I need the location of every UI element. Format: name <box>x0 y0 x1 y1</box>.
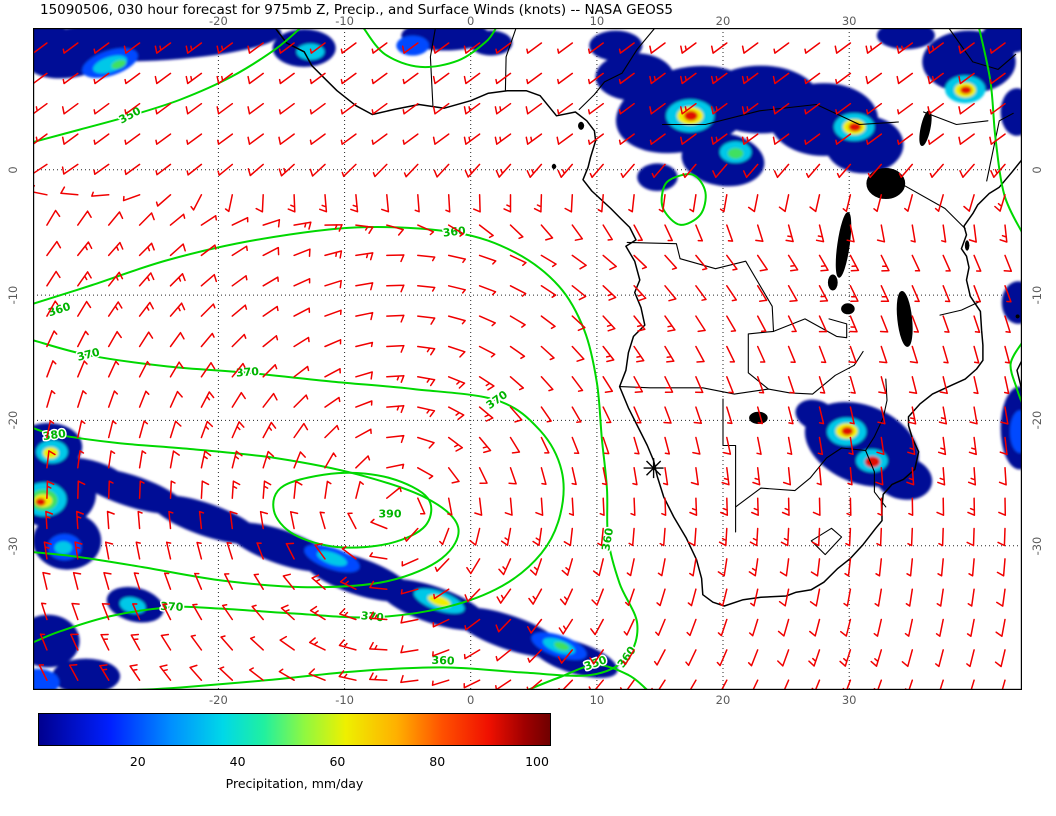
contour-label: 370 <box>360 609 385 624</box>
height-contour-350 <box>660 173 707 226</box>
colorbar-tick: 20 <box>129 754 146 769</box>
height-contour-380 <box>33 427 460 589</box>
y-axis-tick-left: -20 <box>6 411 20 430</box>
island <box>551 163 557 170</box>
country-border <box>772 318 848 339</box>
x-axis-tick-top: 0 <box>467 14 475 28</box>
height-contour-370 <box>33 339 565 644</box>
x-axis-tick-bottom: 10 <box>589 693 605 707</box>
height-contour-350 <box>527 663 648 690</box>
contour-label: 360 <box>615 644 639 671</box>
colorbar <box>38 713 551 746</box>
x-axis-tick-bottom: 20 <box>715 693 731 707</box>
height-contour-350 <box>1009 342 1022 404</box>
x-axis-tick-top: 10 <box>589 14 605 28</box>
country-border <box>986 112 1014 182</box>
x-axis-tick-top: -10 <box>335 14 354 28</box>
lake <box>827 274 838 291</box>
country-border <box>578 28 656 111</box>
y-axis-tick-left: -10 <box>6 285 20 305</box>
plot-title: 15090506, 030 hour forecast for 975mb Z,… <box>40 2 673 18</box>
colorbar-tick: 80 <box>429 754 446 769</box>
contour-label: 360 <box>442 224 467 239</box>
x-axis-tick-top: 20 <box>715 14 731 28</box>
y-axis-tick-left: -30 <box>6 536 20 556</box>
x-axis-tick-top: -20 <box>208 14 228 28</box>
africa-coastline <box>274 28 1022 607</box>
precipitation-layer <box>33 28 1022 690</box>
country-border <box>504 28 517 92</box>
x-axis-tick-bottom: 30 <box>841 693 857 707</box>
contour-label: 370 <box>76 346 102 364</box>
height-contour-350 <box>362 28 497 69</box>
y-axis-tick-left: 0 <box>6 166 20 174</box>
lake <box>749 411 768 424</box>
height-contour-360 <box>33 226 639 690</box>
height-contour-350 <box>978 28 1022 233</box>
contour-label: 360 <box>431 654 455 668</box>
island <box>578 121 585 130</box>
x-axis-tick-bottom: 0 <box>467 693 475 707</box>
geography-layer <box>274 28 1022 607</box>
asterisk-marker <box>643 458 664 479</box>
height-contour-390 <box>272 471 433 549</box>
country-border <box>897 181 966 230</box>
colorbar-tick: 100 <box>525 754 549 769</box>
contour-label: 390 <box>379 508 402 521</box>
contour-label: 350 <box>117 104 144 126</box>
colorbar-tick: 40 <box>229 754 246 769</box>
map-frame <box>33 28 1022 690</box>
country-border <box>923 111 989 126</box>
y-axis-tick-right: -10 <box>1030 285 1044 305</box>
country-border <box>810 527 843 556</box>
x-axis-tick-bottom: -20 <box>208 693 228 707</box>
colorbar-gradient <box>39 714 550 745</box>
wind-barbs-layer <box>33 42 1013 690</box>
country-border <box>948 28 1017 70</box>
contour-label: 370 <box>236 365 260 380</box>
contour-label: 370 <box>484 388 511 412</box>
island <box>1015 314 1020 319</box>
lake <box>835 212 852 278</box>
y-axis-tick-right: -30 <box>1030 536 1044 556</box>
lake <box>896 290 913 347</box>
lake <box>919 110 932 147</box>
country-border <box>865 449 887 508</box>
height-contour-350 <box>33 28 302 144</box>
country-border <box>661 103 899 126</box>
colorbar-tick: 60 <box>329 754 346 769</box>
country-border <box>735 447 867 508</box>
country-border <box>939 300 981 316</box>
island <box>964 240 970 251</box>
x-axis-tick-bottom: -10 <box>335 693 354 707</box>
lake <box>866 168 906 199</box>
y-axis-tick-right: 0 <box>1030 166 1044 174</box>
y-axis-tick-right: -20 <box>1030 411 1044 430</box>
x-axis-tick-top: 30 <box>841 14 857 28</box>
colorbar-label: Precipitation, mm/day <box>225 776 364 791</box>
lake <box>841 303 855 315</box>
country-border <box>429 28 436 107</box>
country-border <box>626 241 775 390</box>
country-border <box>722 398 737 533</box>
